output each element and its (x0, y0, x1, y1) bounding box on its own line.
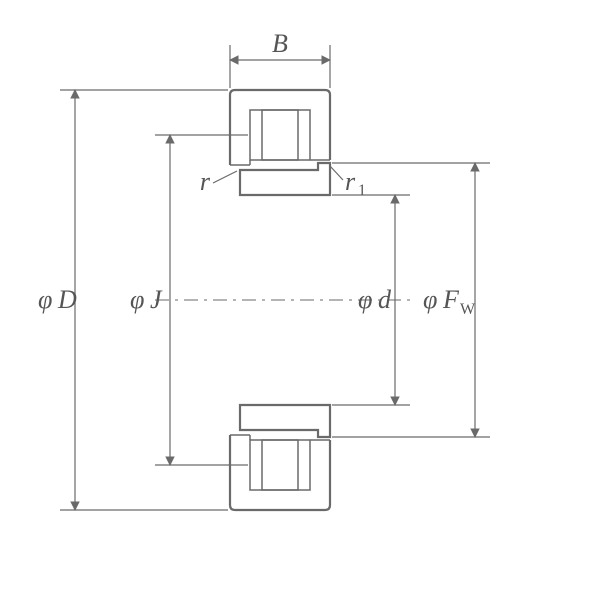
label-phiJ-phi: φ (130, 285, 144, 314)
label-r: r (200, 167, 211, 196)
label-phiFw: F (442, 285, 460, 314)
label-phiD: D (57, 285, 77, 314)
label-phiD-phi: φ (38, 285, 52, 314)
roller-top (250, 110, 310, 160)
roller-bottom (250, 440, 310, 490)
inner-ring-top (240, 163, 330, 195)
roller-bottom-inner (262, 440, 298, 490)
label-r1-sub: 1 (358, 182, 366, 199)
label-r1: r (345, 167, 356, 196)
label-phid-phi: φ (358, 285, 372, 314)
outer-ring-bottom (230, 435, 330, 510)
r-leader (213, 171, 237, 183)
label-B: B (272, 29, 288, 58)
label-phid: d (378, 285, 392, 314)
roller-top-inner (262, 110, 298, 160)
r1-leader (330, 166, 343, 180)
outer-ring-top (230, 90, 330, 165)
label-phiJ: J (150, 285, 163, 314)
inner-ring-bottom (240, 405, 330, 437)
label-phiFw-phi: φ (423, 285, 437, 314)
label-phiFw-sub: W (460, 301, 476, 318)
